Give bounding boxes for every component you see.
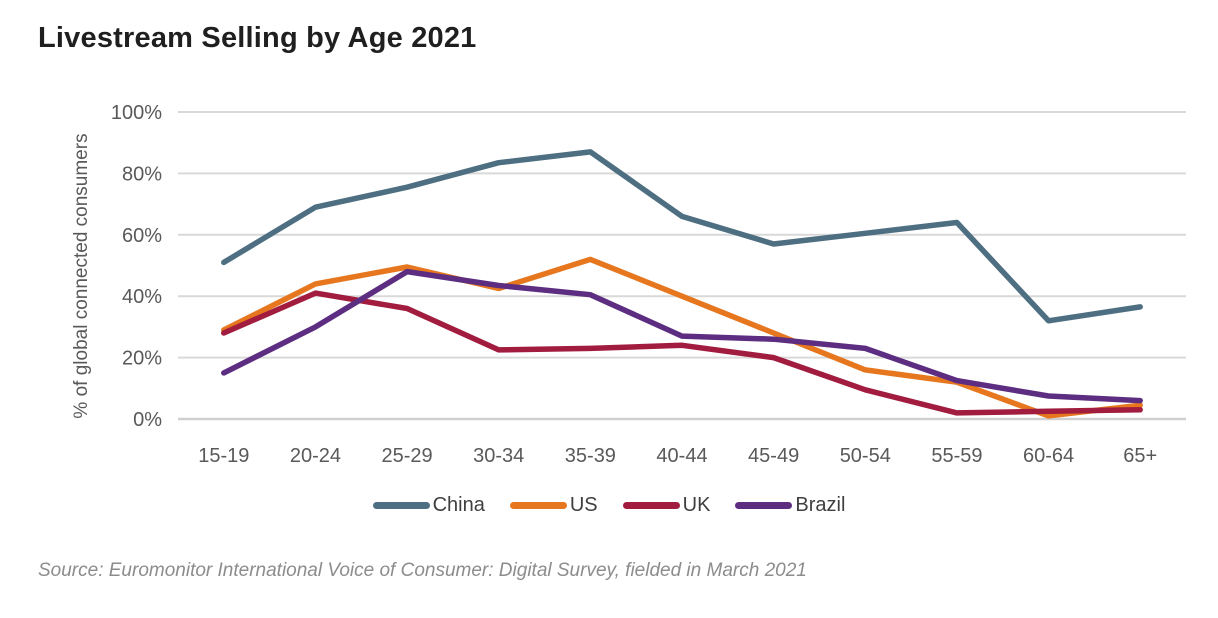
legend-swatch-us — [509, 502, 567, 509]
legend-label: Brazil — [795, 494, 846, 516]
x-tick-label: 40-44 — [656, 445, 707, 467]
x-tick-label: 65+ — [1123, 445, 1157, 467]
x-tick-label: 55-59 — [931, 445, 982, 467]
legend-swatch-uk — [622, 502, 680, 509]
y-tick-label: 0% — [133, 409, 162, 431]
series-line-uk — [221, 290, 1143, 416]
x-tick-label: 35-39 — [565, 445, 616, 467]
y-tick-label: 80% — [122, 163, 162, 185]
legend-label: China — [432, 494, 485, 516]
legend-item-us: US — [509, 494, 598, 517]
legend-swatch-china — [372, 502, 430, 509]
source-note: Source: Euromonitor International Voice … — [38, 560, 807, 581]
y-tick-label: 100% — [111, 102, 162, 124]
legend-item-china: China — [372, 494, 485, 517]
series-line-china — [221, 149, 1143, 324]
x-tick-label: 25-29 — [382, 445, 433, 467]
x-tick-label: 20-24 — [290, 445, 341, 467]
x-tick-label: 15-19 — [198, 445, 249, 467]
line-chart: 0% 20% 40% 60% 80% 100% 15-19 20-24 25-29 30-34 35… — [111, 102, 1186, 467]
legend-item-brazil: Brazil — [735, 494, 845, 517]
chart-legend: China US UK Brazil — [0, 494, 1218, 517]
series-line-us — [221, 256, 1143, 419]
y-tick-label: 40% — [122, 286, 162, 308]
x-tick-label: 60-64 — [1023, 445, 1074, 467]
y-tick-label: 20% — [122, 348, 162, 370]
x-tick-label: 50-54 — [840, 445, 891, 467]
x-tick-label: 30-34 — [473, 445, 524, 467]
x-tick-label: 45-49 — [748, 445, 799, 467]
series-line-brazil — [221, 268, 1143, 404]
legend-label: US — [569, 494, 598, 516]
legend-label: UK — [682, 494, 711, 516]
y-tick-label: 60% — [122, 225, 162, 247]
legend-swatch-brazil — [735, 502, 793, 509]
legend-item-uk: UK — [622, 494, 711, 517]
chart-title: Livestream Selling by Age 2021 — [38, 22, 477, 54]
